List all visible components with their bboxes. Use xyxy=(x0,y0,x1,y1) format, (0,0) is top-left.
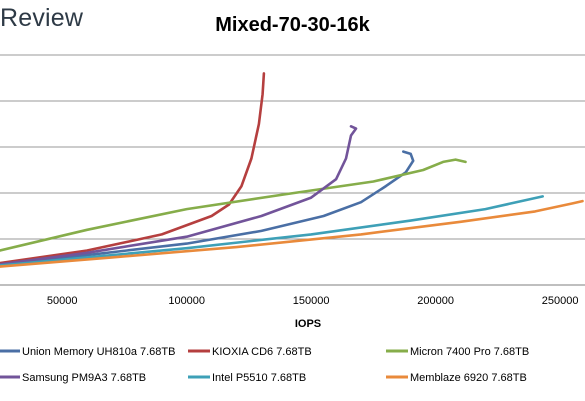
legend-label: Micron 7400 Pro 7.68TB xyxy=(410,346,529,358)
brand-logo-text: Review xyxy=(0,4,84,32)
x-tick-label: 150000 xyxy=(293,295,330,307)
series-line xyxy=(0,199,584,268)
x-tick-label: 50000 xyxy=(47,295,78,307)
legend-item: Samsung PM9A3 7.68TB xyxy=(0,372,146,384)
legend-item: Intel P5510 7.68TB xyxy=(188,372,306,384)
legend-item: Micron 7400 Pro 7.68TB xyxy=(386,346,529,358)
series-line xyxy=(0,125,358,266)
x-axis-label: IOPS xyxy=(295,318,321,330)
legend-item: Union Memory UH810a 7.68TB xyxy=(0,346,175,358)
series-line xyxy=(0,195,544,267)
legend-label: Memblaze 6920 7.68TB xyxy=(410,372,527,384)
legend: Union Memory UH810a 7.68TB KIOXIA CD6 7.6… xyxy=(0,346,529,384)
x-tick-label: 250000 xyxy=(542,295,579,307)
x-tick-label: 200000 xyxy=(417,295,454,307)
legend-label: Intel P5510 7.68TB xyxy=(212,372,306,384)
legend-label: Samsung PM9A3 7.68TB xyxy=(22,372,146,384)
chart-title: Mixed-70-30-16k xyxy=(215,14,370,36)
x-tick-label: 100000 xyxy=(168,295,205,307)
series-line xyxy=(0,72,266,265)
legend-label: KIOXIA CD6 7.68TB xyxy=(212,346,312,358)
legend-label: Union Memory UH810a 7.68TB xyxy=(22,346,175,358)
series-lines xyxy=(0,72,584,268)
series-line xyxy=(0,158,467,252)
x-tick-labels: 50000 100000 150000 200000 250000 xyxy=(47,295,579,307)
series-line xyxy=(0,150,415,266)
legend-item: KIOXIA CD6 7.68TB xyxy=(188,346,312,358)
legend-item: Memblaze 6920 7.68TB xyxy=(386,372,527,384)
